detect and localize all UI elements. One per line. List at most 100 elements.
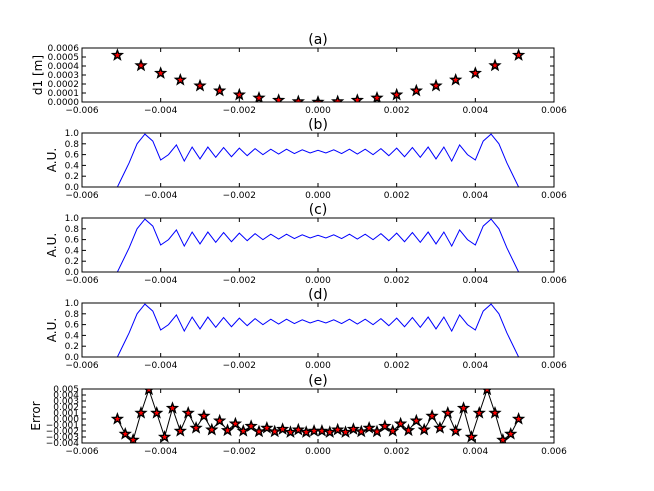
data-point [220, 423, 235, 437]
data-point [386, 424, 400, 437]
data-point [401, 423, 416, 437]
x-tick-label: 0.002 [384, 447, 410, 457]
data-point [260, 421, 274, 434]
x-tick-label: −0.002 [223, 361, 256, 371]
data-point [205, 422, 219, 436]
x-tick-label: 0.004 [462, 191, 488, 201]
data-point [189, 421, 203, 434]
panel-title: (c) [309, 202, 328, 218]
y-tick-label: 0.0006 [48, 44, 80, 54]
y-tick-label: 1.0 [65, 214, 80, 224]
data-point [482, 389, 492, 396]
x-tick-label: −0.002 [223, 191, 256, 201]
x-tick-label: 0.006 [541, 191, 567, 201]
data-point [268, 424, 282, 438]
y-tick-label: 0.8 [65, 225, 80, 235]
x-tick-label: 0.006 [541, 106, 567, 116]
data-point [425, 409, 439, 422]
data-point [441, 405, 455, 419]
data-point [449, 72, 463, 86]
x-tick-label: −0.006 [65, 447, 99, 457]
y-tick-label: 0.0001 [48, 89, 80, 99]
y-tick-label: 0.0005 [48, 53, 80, 63]
data-point [511, 411, 526, 425]
x-tick-label: 0.006 [541, 447, 567, 457]
data-point [307, 424, 321, 437]
y-tick-label: 0.003 [53, 397, 79, 407]
data-point [338, 425, 353, 438]
data-point [488, 405, 502, 419]
x-tick-label: 0.000 [305, 361, 331, 371]
x-tick-label: 0.002 [384, 191, 410, 201]
y-axis-label: A.U. [45, 233, 59, 257]
data-point [213, 83, 227, 97]
plot-area [116, 218, 520, 272]
panel-title: (a) [308, 32, 328, 48]
data-point [232, 87, 246, 101]
series-line [116, 303, 520, 357]
data-point [236, 424, 250, 437]
series-line [116, 133, 520, 187]
data-point [272, 93, 286, 102]
y-tick-label: 0.6 [65, 321, 80, 331]
data-point [378, 419, 392, 432]
x-tick-label: −0.004 [144, 276, 178, 286]
y-tick-label: 0.8 [65, 140, 80, 150]
data-point [370, 90, 384, 102]
y-tick-label: 0.002 [53, 403, 79, 413]
y-tick-label: 0.6 [65, 236, 80, 246]
y-tick-label: 0.004 [53, 391, 79, 401]
y-tick-label: −0.002 [46, 427, 79, 437]
data-point [252, 424, 266, 438]
y-tick-label: −0.003 [46, 433, 79, 443]
data-point [464, 429, 479, 443]
panel-title: (e) [308, 373, 328, 389]
y-axis-label: d1 [m] [31, 55, 45, 95]
x-tick-label: −0.002 [223, 106, 256, 116]
panel-c: (c)−0.006 −0.004 −0.002 0.000 0.002 0.004 0.00… [45, 202, 567, 286]
x-tick-label: −0.006 [65, 191, 99, 201]
data-point [346, 422, 361, 435]
y-tick-label: −0.001 [46, 421, 79, 431]
x-tick-label: −0.004 [144, 106, 178, 116]
y-axis-label: A.U. [45, 318, 59, 342]
data-point [134, 58, 148, 72]
panel-b: (b)−0.006 −0.004 −0.002 0.000 0.002 0.004 0.00… [45, 117, 567, 201]
data-point [283, 425, 298, 438]
series-line [116, 389, 520, 441]
data-point [173, 424, 187, 437]
data-point [468, 66, 482, 79]
data-point [134, 405, 148, 419]
y-tick-label: 0.0 [65, 268, 80, 278]
data-point [150, 406, 164, 419]
y-tick-label: 0.0000 [48, 98, 80, 108]
data-point [228, 416, 243, 430]
data-point [244, 419, 258, 432]
y-tick-label: 0.0 [65, 183, 80, 193]
y-axis-label: Error [29, 401, 43, 430]
y-tick-label: 0.2 [65, 172, 79, 182]
x-tick-label: 0.002 [384, 276, 410, 286]
y-tick-label: 0.4 [65, 246, 80, 256]
data-point [181, 405, 195, 419]
panel-title: (b) [308, 117, 328, 133]
data-point [144, 389, 154, 396]
plot-area [116, 133, 520, 187]
data-point [409, 413, 423, 427]
data-point [252, 90, 266, 102]
plot-area [110, 389, 526, 443]
x-tick-label: −0.006 [65, 361, 99, 371]
data-point [213, 413, 227, 427]
x-tick-label: −0.004 [144, 447, 178, 457]
data-point [110, 48, 125, 61]
y-axis-label: A.U. [45, 148, 59, 172]
data-point [315, 424, 329, 437]
x-tick-label: −0.004 [144, 191, 178, 201]
axes-frame [81, 388, 555, 444]
x-tick-label: −0.006 [65, 276, 99, 286]
x-tick-label: 0.000 [305, 191, 331, 201]
x-tick-label: −0.006 [65, 106, 99, 116]
x-tick-label: 0.004 [462, 106, 488, 116]
data-point [393, 416, 408, 430]
